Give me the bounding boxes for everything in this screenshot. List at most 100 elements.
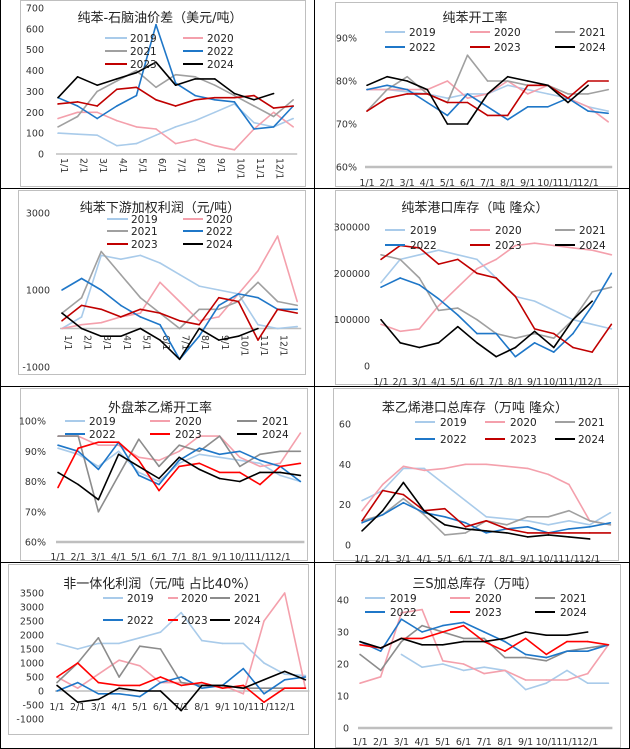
chart-benzene-operating-rate: 纯苯开工率 60% 70% 80% 90% 1/1 2/1 3/1 4/1 5/1 6/1 7/1 8/… [315,0,630,188]
x-tick-label: 12/1 [274,702,295,713]
data-point-2022 [116,105,118,107]
data-point-2020 [239,456,241,459]
y-tick-label: -500 [22,701,44,712]
y-tick-label: -1000 [22,363,50,374]
data-point-2019 [361,499,363,502]
series-line-2024 [361,481,590,540]
data-point-2020 [586,672,589,675]
data-point-2024 [586,631,589,633]
data-point-2019 [201,639,203,642]
data-point-2020 [135,126,138,128]
data-point-2021 [139,645,141,647]
data-point-2021 [506,80,509,82]
y-tick-label: 0 [364,362,370,373]
data-point-2021 [476,318,478,321]
data-point-2024 [504,637,506,640]
data-point-2021 [462,637,465,640]
data-point-2020 [379,676,382,678]
data-point-2024 [361,530,363,532]
x-tick-label: 12/1 [579,554,600,562]
chart-title: 纯苯-石脑油价差（美元/吨） [77,11,242,26]
data-point-2019 [610,328,613,330]
data-point-2023 [533,328,536,330]
data-point-2022 [77,450,79,453]
data-point-2024 [527,80,529,82]
data-point-2024 [486,93,489,95]
legend-label: 2020 [181,593,208,605]
data-point-2021 [299,450,302,453]
data-point-2024 [239,480,241,483]
data-point-2024 [506,532,508,534]
data-point-2019 [547,93,549,95]
data-point-2021 [587,93,589,95]
data-point-2022 [610,272,613,275]
data-point-2021 [386,88,388,91]
data-point-2021 [399,258,401,261]
data-point-2019 [214,111,216,114]
legend-label: 2020 [207,33,234,45]
x-tick-label: 9/1 [215,702,230,713]
x-tick-label: 8/1 [199,335,210,350]
data-point-2022 [566,650,568,652]
data-point-2023 [174,105,177,107]
chart-overseas-styrene-operating-rate: 外盘苯乙烯开工率 60% 70% 80% 90% 100% 1/1 2/1 3/1 4/1 5/1 6… [0,386,315,562]
data-point-2023 [180,684,182,687]
data-point-2020 [118,659,120,661]
data-point-2022 [263,693,265,695]
data-point-2019 [588,524,591,526]
data-point-2023 [135,86,138,89]
data-point-2024 [214,78,216,80]
chart-frame [18,190,306,375]
data-point-2019 [442,663,444,665]
legend-label: 2023 [494,42,521,54]
chart-title: 外盘苯乙烯开工率 [108,400,212,416]
x-tick-label: 11/1 [558,554,579,562]
data-point-2022 [159,323,161,326]
data-point-2024 [418,346,421,349]
x-tick-label: 1/1 [373,377,388,386]
data-point-2022 [524,653,527,656]
y-tick-label: 20 [339,500,351,511]
series-line-2019 [400,653,609,691]
data-point-2023 [237,300,240,303]
data-point-2020 [139,312,142,314]
data-point-2019 [533,300,536,302]
data-point-2021 [159,648,162,650]
data-point-2021 [272,115,275,118]
data-point-2021 [276,300,279,303]
legend-label: 2023 [175,429,202,441]
data-point-2023 [527,84,529,87]
data-point-2022 [76,105,79,107]
data-point-2024 [158,477,160,480]
data-point-2023 [406,93,408,95]
data-point-2023 [194,98,196,101]
data-point-2024 [423,509,425,512]
data-point-2023 [97,441,100,443]
data-point-2024 [259,471,261,474]
data-point-2023 [572,346,574,349]
x-tick-label: 6/1 [460,178,475,188]
data-point-2020 [117,444,120,446]
data-point-2019 [159,262,161,264]
data-point-2023 [97,681,100,684]
data-point-2023 [457,258,459,261]
data-point-2020 [418,328,421,330]
data-point-2019 [437,249,440,251]
data-point-2021 [96,90,98,93]
y-tick-label: 80% [336,77,357,88]
data-point-2024 [588,538,591,540]
x-tick-label: 5/1 [136,158,147,173]
legend-label: 2024 [560,607,587,619]
legend-label: 2022 [409,42,436,54]
chart-non-integrated-profit: 非一体化利润（元/吨 占比40%） -1000 -500 0 500 1000 1500 20… [0,562,315,749]
data-point-2021 [567,93,569,95]
data-point-2020 [57,117,59,120]
chart-frame [20,0,306,187]
x-tick-label: 4/1 [420,178,435,188]
data-point-2022 [421,631,423,633]
data-point-2021 [504,656,506,659]
data-point-2022 [57,444,59,446]
data-point-2024 [135,71,138,74]
data-point-2023 [524,637,527,640]
data-point-2021 [155,86,157,89]
